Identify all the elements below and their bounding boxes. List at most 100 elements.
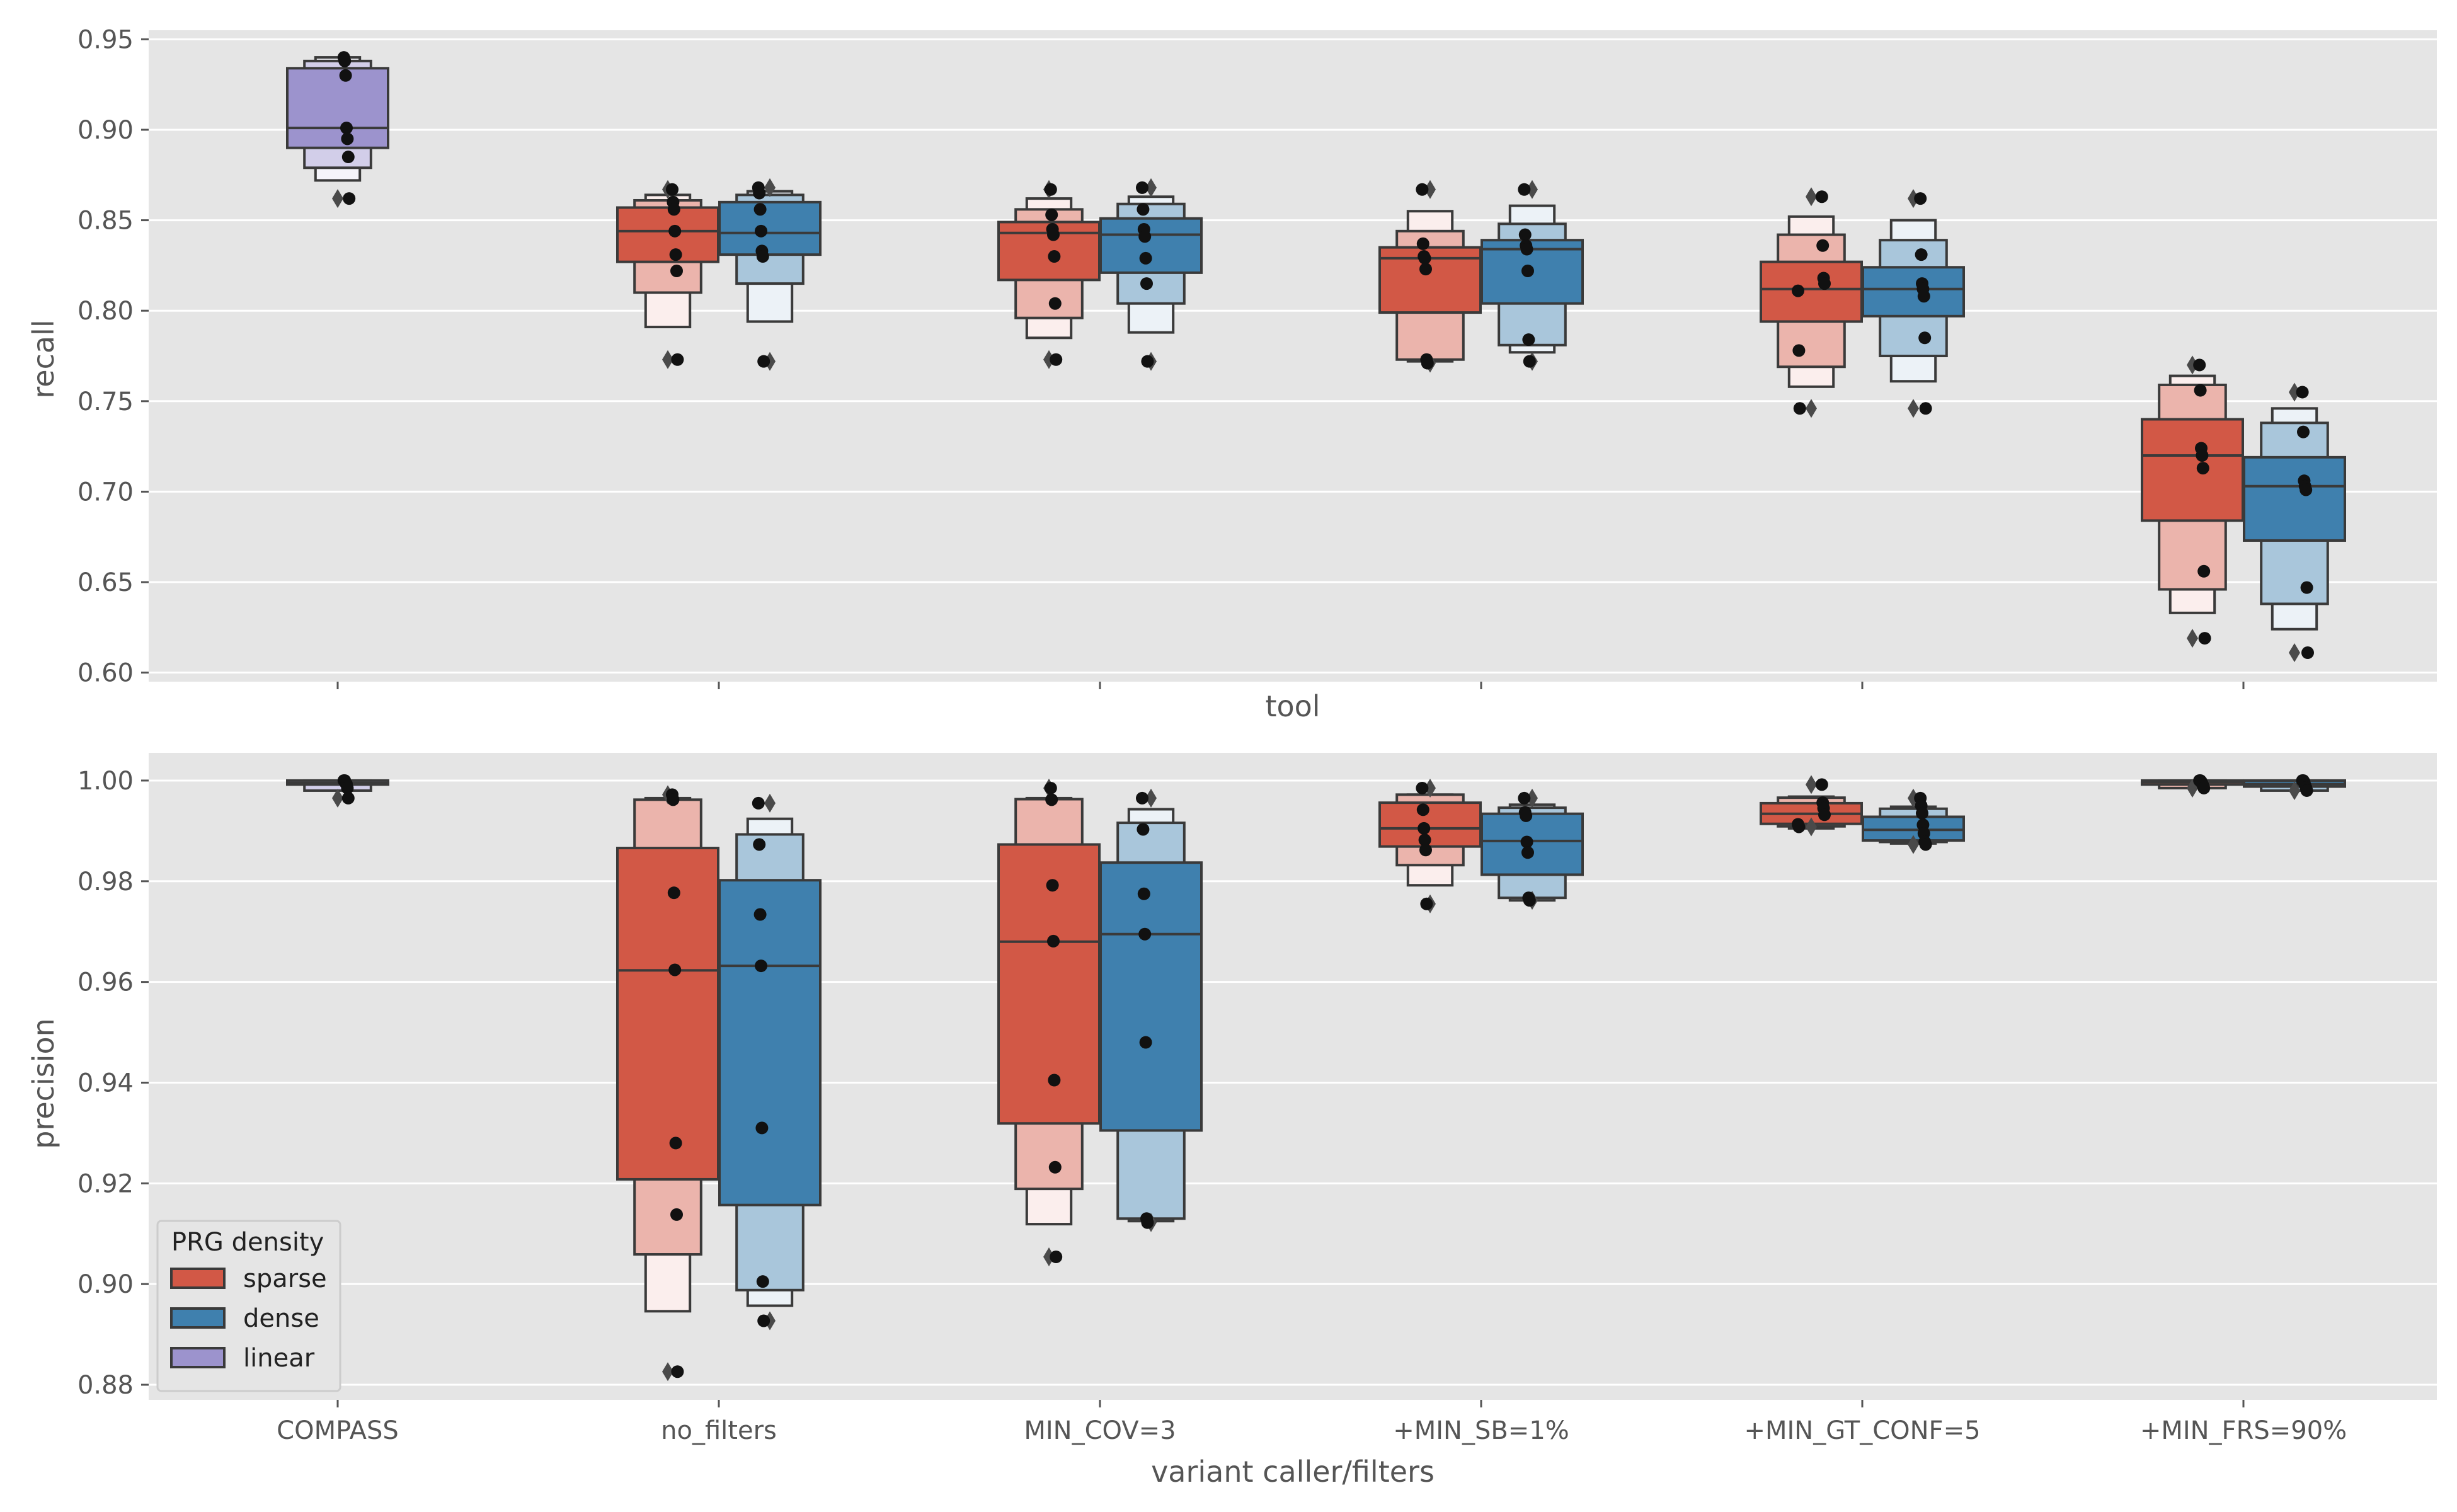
bottom-data-point-dense [1138, 927, 1152, 941]
bottom-x-tick-label: MIN_COV=3 [1024, 1416, 1176, 1445]
bottom-data-point-dense [1521, 846, 1534, 859]
top-outlier-dense [764, 178, 776, 197]
bottom-data-point-sparse [671, 1365, 684, 1378]
bottom-data-point-sparse [1792, 820, 1806, 833]
bottom-data-point-dense [1137, 887, 1150, 900]
top-data-point-sparse [671, 353, 684, 366]
top-data-point-dense [1522, 333, 1535, 346]
top-outlier-sparse [1043, 350, 1055, 369]
top-y-tick-label: 0.70 [77, 478, 134, 507]
bottom-data-point-sparse [667, 793, 680, 806]
top-data-point-dense [1917, 290, 1930, 303]
top-outlier-dense [2289, 382, 2300, 402]
bottom-box-dense-level-0 [718, 879, 822, 1206]
bottom-boxen-sparse [616, 785, 719, 1382]
top-box-dense-level-0 [2243, 455, 2346, 542]
top-box-sparse-level-0 [1760, 260, 1863, 323]
top-box-dense-level-0 [1099, 217, 1203, 274]
top-data-point-dense [1518, 228, 1532, 241]
top-x-axis-label: tool [1265, 689, 1320, 723]
top-boxen-dense [2243, 382, 2346, 663]
top-data-point-sparse [1416, 237, 1429, 250]
top-data-point-dense [757, 355, 770, 368]
top-data-point-dense [756, 250, 769, 263]
top-data-point-sparse [1815, 190, 1828, 203]
bottom-data-point-dense [1137, 823, 1150, 836]
top-data-point-sparse [2193, 358, 2206, 372]
bottom-data-point-dense [753, 838, 766, 851]
bottom-data-point-linear [341, 781, 354, 794]
recall-panel: 0.60 0.65 0.70 0.75 0.80 0.85 0.90 0.95 [77, 25, 2437, 689]
top-box-sparse-level-0 [2141, 418, 2244, 522]
top-data-point-dense [1521, 265, 1534, 278]
top-outlier-sparse [2187, 355, 2198, 375]
top-data-point-sparse [2196, 449, 2209, 462]
bottom-x-tick-label: COMPASS [277, 1416, 399, 1445]
top-data-point-sparse [1792, 344, 1806, 357]
bottom-data-point-dense [1139, 1036, 1152, 1049]
bottom-outlier-sparse [662, 1362, 673, 1382]
top-data-point-sparse [1818, 277, 1831, 290]
legend-swatch-dense [170, 1307, 226, 1329]
bottom-data-point-dense [1916, 806, 1928, 820]
bottom-data-point-sparse [1418, 833, 1431, 847]
bottom-outlier-dense [1526, 788, 1538, 808]
legend-label-linear: linear [243, 1344, 315, 1373]
bottom-data-point-sparse [1045, 793, 1058, 806]
top-data-point-dense [2300, 483, 2313, 496]
top-data-point-dense [753, 186, 766, 200]
top-plot-background [149, 30, 2437, 682]
bottom-y-tick-label: 0.94 [77, 1068, 134, 1097]
bottom-boxen-dense [1480, 788, 1584, 910]
bottom-data-point-dense [757, 1314, 770, 1327]
bottom-data-point-sparse [1048, 1074, 1061, 1087]
top-box-sparse-level-0 [616, 206, 719, 263]
top-box-dense-level-0 [1862, 266, 1965, 318]
top-data-point-dense [1138, 230, 1152, 243]
top-y-axis-label: recall [26, 319, 60, 398]
bottom-x-tick-label: +MIN_SB=1% [1393, 1416, 1569, 1445]
bottom-box-sparse-level-0 [616, 847, 719, 1181]
bottom-data-point-dense [1523, 894, 1536, 907]
bottom-data-point-sparse [1046, 879, 1059, 892]
top-y-tick-label: 0.80 [77, 297, 134, 326]
top-data-point-dense [2301, 646, 2314, 660]
top-outlier-dense [1145, 178, 1157, 197]
top-data-point-dense [1523, 355, 1536, 368]
bottom-y-axis-label: precision [26, 1018, 60, 1149]
top-boxen-linear [286, 51, 389, 209]
bottom-data-point-sparse [1818, 808, 1831, 822]
bottom-boxen-dense [1862, 788, 1965, 854]
top-outlier-sparse [1424, 180, 1436, 199]
bottom-y-tick-label: 0.92 [77, 1169, 134, 1198]
top-data-point-sparse [670, 265, 683, 278]
top-boxen-sparse [997, 180, 1101, 369]
top-data-point-sparse [669, 248, 682, 261]
bottom-data-point-dense [755, 959, 767, 973]
top-y-tick-label: 0.60 [77, 659, 134, 688]
top-data-point-dense [1141, 355, 1154, 368]
top-data-point-sparse [1048, 297, 1062, 310]
bottom-x-axis-label: variant caller/filters [1151, 1455, 1435, 1489]
top-data-point-sparse [1048, 250, 1061, 263]
bottom-data-point-sparse [1047, 934, 1060, 948]
top-outlier-dense [1908, 399, 1919, 418]
top-data-point-sparse [1044, 183, 1057, 196]
top-data-point-sparse [666, 183, 679, 196]
top-data-point-sparse [1792, 284, 1804, 297]
top-y-tick-label: 0.75 [77, 387, 134, 416]
top-y-tick-label: 0.65 [77, 568, 134, 597]
bottom-data-point-sparse [1416, 781, 1429, 794]
top-data-point-sparse [1418, 251, 1431, 265]
top-data-point-dense [1140, 277, 1153, 290]
bottom-data-point-linear [341, 791, 355, 805]
bottom-data-point-dense [756, 1275, 769, 1288]
top-data-point-dense [2297, 425, 2310, 438]
legend: PRG density sparse dense linear [156, 1220, 341, 1392]
bottom-boxen-dense [718, 793, 822, 1331]
bottom-y-tick-label: 1.00 [77, 767, 134, 796]
bottom-data-point-sparse [2197, 781, 2211, 794]
top-data-point-linear [343, 192, 356, 205]
top-data-point-sparse [1047, 228, 1060, 241]
top-data-point-sparse [1421, 357, 1434, 370]
